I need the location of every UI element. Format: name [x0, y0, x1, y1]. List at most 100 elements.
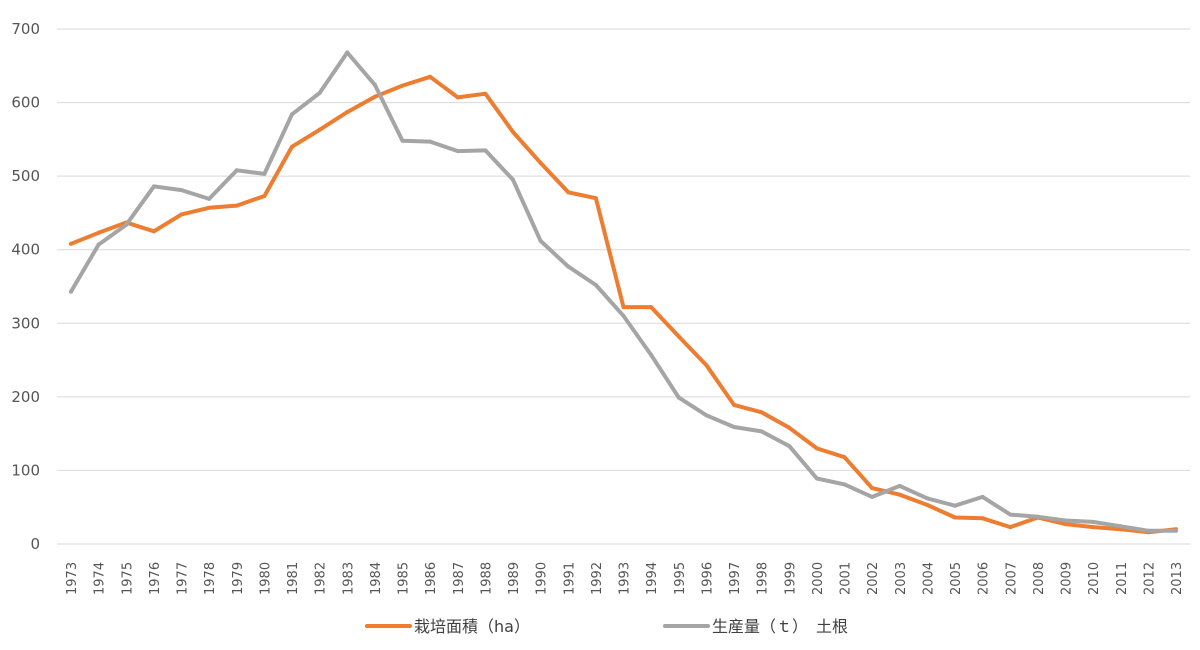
data-point	[538, 160, 543, 165]
data-point	[372, 82, 377, 87]
data-point	[676, 334, 681, 339]
data-point	[566, 264, 571, 269]
data-point	[317, 91, 322, 95]
data-point	[345, 50, 350, 55]
data-point	[538, 238, 543, 243]
x-tick-label: 2005	[949, 562, 964, 595]
data-point	[151, 184, 156, 189]
data-point	[814, 446, 819, 451]
data-point	[1035, 514, 1040, 519]
x-tick-label: 2006	[977, 562, 992, 595]
x-tick-label: 2013	[1170, 562, 1185, 595]
data-point	[842, 455, 847, 460]
x-tick-label: 1992	[590, 562, 605, 595]
y-tick-label: 700	[11, 20, 40, 38]
data-point	[759, 410, 764, 415]
data-point	[262, 171, 267, 176]
data-point	[372, 94, 377, 99]
data-point	[980, 494, 985, 499]
y-tick-label: 500	[11, 167, 40, 185]
data-point	[732, 402, 736, 407]
x-tick-label: 1985	[397, 562, 412, 595]
data-point	[511, 177, 515, 182]
gridlines	[57, 28, 1190, 545]
data-point	[925, 496, 930, 501]
x-tick-label: 2004	[921, 562, 936, 595]
data-point	[69, 241, 73, 246]
y-tick-label: 0	[30, 535, 40, 553]
data-point	[179, 188, 184, 193]
series-points-1	[69, 50, 1178, 533]
x-tick-label: 1975	[120, 562, 135, 595]
x-tick-label: 1986	[424, 562, 439, 595]
data-point	[593, 196, 598, 201]
data-point	[704, 363, 709, 368]
data-point	[1008, 512, 1013, 517]
legend-label: 生産量（ｔ） 土根	[712, 617, 848, 636]
data-point	[262, 194, 267, 198]
data-point	[621, 305, 626, 310]
data-point	[290, 144, 294, 149]
x-tick-label: 1998	[756, 562, 771, 595]
data-point	[1146, 528, 1151, 533]
data-point	[234, 203, 239, 208]
x-tick-label: 1982	[314, 562, 329, 595]
x-tick-label: 1987	[452, 562, 467, 595]
y-tick-label: 400	[11, 241, 40, 259]
x-tick-label: 1977	[176, 562, 191, 595]
data-point	[1091, 519, 1096, 524]
x-tick-label: 1995	[673, 562, 688, 595]
data-point	[814, 476, 819, 481]
data-point	[787, 425, 792, 430]
series-lines	[69, 50, 1178, 535]
x-tick-label: 1996	[700, 562, 715, 595]
data-point	[428, 139, 433, 144]
x-tick-label: 1978	[203, 562, 218, 595]
x-tick-label: 2007	[1004, 562, 1019, 595]
data-point	[566, 190, 571, 195]
data-point	[151, 229, 156, 234]
data-point	[511, 130, 515, 134]
y-tick-label: 100	[11, 461, 40, 479]
data-point	[732, 425, 736, 429]
data-point	[400, 138, 405, 143]
x-tick-label: 2002	[866, 562, 881, 595]
data-point	[953, 503, 957, 508]
x-tick-label: 1999	[783, 562, 798, 595]
data-point	[870, 494, 875, 499]
legend: 栽培面積（ha） 生産量（ｔ） 土根	[365, 617, 848, 636]
data-point	[870, 486, 875, 491]
data-point	[787, 444, 792, 449]
data-point	[676, 395, 681, 400]
data-point	[704, 413, 709, 418]
x-tick-label: 1981	[286, 562, 301, 595]
data-point	[290, 112, 294, 117]
data-point	[455, 149, 460, 154]
data-point	[980, 516, 985, 521]
x-tick-label: 1994	[645, 562, 660, 595]
legend-label: 栽培面積（ha）	[414, 617, 530, 636]
x-tick-label: 2001	[839, 562, 854, 595]
data-point	[925, 503, 930, 507]
data-point	[1008, 525, 1013, 530]
data-point	[953, 515, 957, 520]
legend-item: 栽培面積（ha）	[365, 617, 530, 636]
data-point	[96, 242, 101, 247]
x-tick-label: 2008	[1032, 562, 1047, 595]
x-tick-label: 1991	[562, 562, 577, 595]
x-tick-label: 2011	[1115, 562, 1130, 595]
data-point	[621, 313, 626, 318]
data-point	[842, 482, 847, 487]
x-axis-ticks: 1973 1974 1975 1976 1977 1978 1979 1980 1981 1982…	[65, 562, 1185, 595]
x-tick-label: 1990	[535, 562, 550, 595]
data-point	[1063, 522, 1068, 527]
data-point	[207, 196, 212, 201]
data-point	[455, 95, 460, 100]
data-point	[897, 492, 902, 497]
data-point	[1174, 528, 1178, 533]
data-point	[1118, 524, 1123, 529]
y-axis-ticks: 0 100 200 300 400 500 600 700	[11, 20, 40, 553]
data-point	[1091, 525, 1096, 530]
